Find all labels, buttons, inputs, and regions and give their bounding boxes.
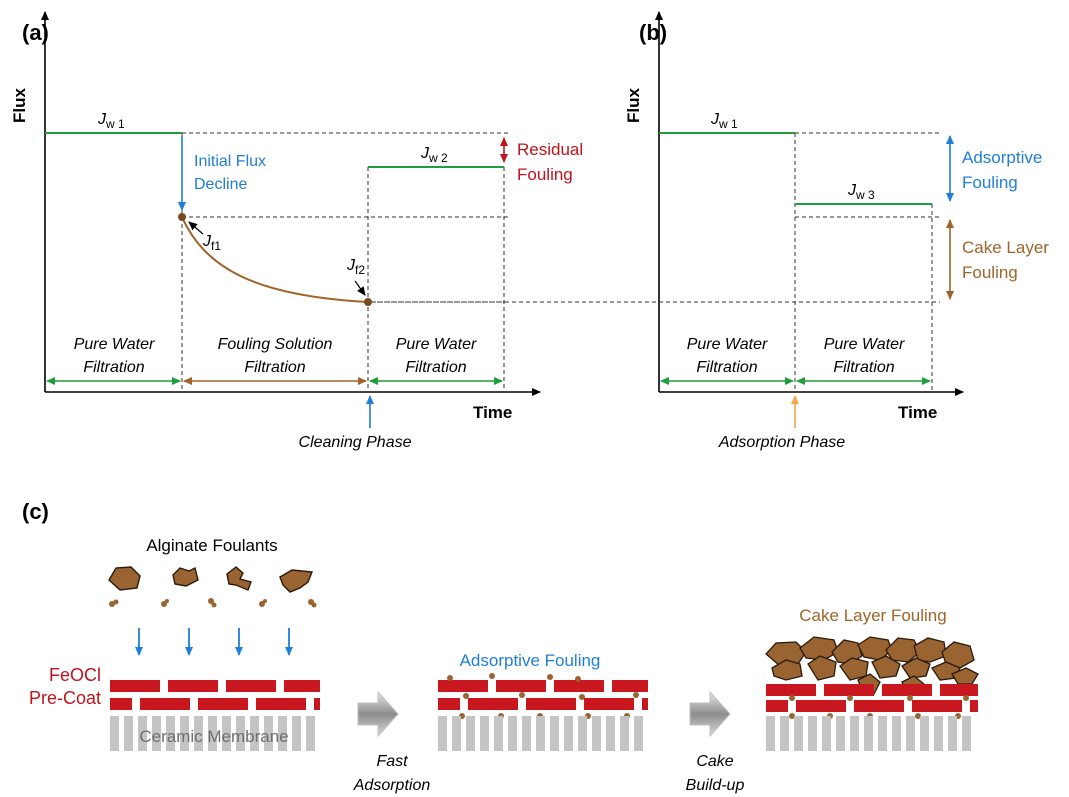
phase-a1-line2: Filtration — [83, 359, 144, 376]
jf2-symbol: Jf2 — [346, 257, 365, 277]
y-axis-title: Flux — [10, 88, 29, 123]
residual-label-2: Fouling — [517, 165, 573, 184]
cake-label-1: Cake Layer — [962, 238, 1049, 257]
progress-arrow-1 — [357, 690, 399, 738]
adsorptive-label-2: Fouling — [962, 173, 1018, 192]
stage1-membrane: Ceramic Membrane — [110, 680, 320, 751]
stage2-adsorbed — [447, 673, 639, 719]
deposition-arrows — [135, 628, 293, 656]
cake-layer-label: Cake Layer Fouling — [799, 606, 946, 625]
phase-a2-line2: Filtration — [244, 359, 305, 376]
stage2-pores — [438, 716, 643, 751]
jf1-pointer — [188, 221, 204, 235]
jf1-point — [178, 213, 186, 221]
phase-a3-line2: Filtration — [405, 359, 466, 376]
stage3-precoat — [766, 684, 978, 712]
cleaning-phase-label: Cleaning Phase — [299, 434, 412, 451]
stage2-precoat — [438, 680, 648, 710]
panel-c: (c) Alginate Foulants FeOCl Pre-Coat — [22, 499, 979, 794]
panel-a: (a) Flux Time Jw 1 Jw 2 Jf1 Jf2 Initial … — [10, 11, 583, 451]
jw1-symbol-b: Jw 1 — [710, 111, 738, 131]
step2-line2: Build-up — [686, 777, 745, 794]
small-foulants — [109, 598, 317, 608]
cake-label-2: Fouling — [962, 263, 1018, 282]
progress-arrow-2 — [689, 690, 731, 738]
membrane-label: Ceramic Membrane — [139, 727, 288, 746]
step1-line1: Fast — [376, 753, 408, 770]
jw3-symbol: Jw 3 — [847, 182, 875, 202]
stage2-membrane — [438, 673, 648, 751]
precoat-label-2: Pre-Coat — [29, 688, 101, 708]
panel-b: (b) Flux Time Jw 1 Jw 3 Adsorptive Fouli… — [372, 11, 1049, 451]
phase-a3-line1: Pure Water — [396, 336, 477, 353]
stage3-membrane — [765, 636, 979, 751]
foulants-label: Alginate Foulants — [146, 536, 277, 555]
y-axis-title-b: Flux — [624, 88, 643, 123]
panel-b-label: (b) — [639, 20, 667, 45]
precoat-label-1: FeOCl — [49, 665, 101, 685]
guide-lines-b — [372, 132, 940, 392]
stage1-pores — [110, 716, 315, 751]
x-axis-title: Time — [473, 403, 512, 422]
stage3-adsorbed — [789, 695, 969, 719]
guide-lines — [181, 132, 510, 392]
jw2-symbol: Jw 2 — [420, 145, 448, 165]
phase-b1-line2: Filtration — [696, 359, 757, 376]
phase-a2-line1: Fouling Solution — [218, 336, 333, 353]
step1-line2: Adsorption — [353, 777, 431, 794]
step2-line1: Cake — [696, 753, 733, 770]
phase-a1-line1: Pure Water — [74, 336, 155, 353]
cake-layer — [765, 636, 979, 695]
panel-c-label: (c) — [22, 499, 49, 524]
adsorptive-fouling-label: Adsorptive Fouling — [460, 651, 601, 670]
initial-decline-label-2: Decline — [194, 176, 247, 193]
adsorptive-label-1: Adsorptive — [962, 148, 1042, 167]
jw1-symbol: Jw 1 — [97, 111, 125, 131]
phase-b2-line1: Pure Water — [824, 336, 905, 353]
x-axis-title-b: Time — [898, 403, 937, 422]
phase-b1-line1: Pure Water — [687, 336, 768, 353]
jf2-pointer — [354, 280, 366, 296]
fouling-curve — [181, 216, 369, 303]
alginate-particles — [108, 566, 313, 593]
jf1-symbol: Jf1 — [202, 233, 221, 253]
phase-b2-line2: Filtration — [833, 359, 894, 376]
jf2-point — [364, 298, 372, 306]
adsorption-phase-label: Adsorption Phase — [718, 434, 845, 451]
stage3-pores — [766, 716, 971, 751]
initial-decline-label-1: Initial Flux — [194, 153, 266, 170]
residual-label-1: Residual — [517, 140, 583, 159]
stage1-precoat — [110, 680, 320, 710]
